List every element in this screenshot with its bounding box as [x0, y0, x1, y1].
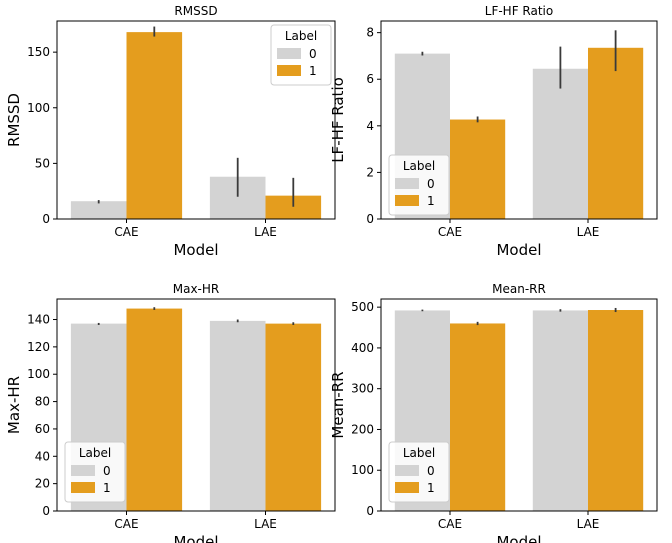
y-tick-label: 100 [27, 367, 50, 381]
y-tick-label: 150 [27, 45, 50, 59]
legend-entry-label-0: 0 [427, 464, 435, 478]
axes-frame [380, 298, 658, 512]
y-tick-label: 40 [35, 449, 50, 463]
y-tick-label: 20 [35, 477, 50, 491]
y-tick-label: 60 [35, 422, 50, 436]
legend-swatch-label-1 [395, 482, 419, 493]
y-tick-label: 8 [366, 26, 374, 40]
x-axis-label: Model [173, 241, 218, 259]
subplot-title: Max-HR [173, 282, 220, 296]
legend-entry-label-0: 0 [103, 464, 111, 478]
x-tick-label: CAE [114, 225, 138, 239]
subplot-3: 0 20 40 60 80 100 120 140 CAE LAE Max-HR Model Max-H… [5, 282, 336, 543]
subplot-title: LF-HF Ratio [485, 4, 553, 18]
legend-entry-label-1: 1 [103, 481, 111, 495]
legend: Label 0 1 [388, 154, 450, 216]
bar-lae-label-0 [209, 320, 266, 511]
legend-entry-label-1: 1 [427, 481, 435, 495]
legend-entry-label-1: 1 [427, 194, 435, 208]
legend: Label 0 1 [64, 441, 126, 503]
legend-swatch-label-1 [277, 65, 301, 76]
bar-cae-label-1 [126, 308, 183, 511]
y-tick-label: 140 [27, 313, 50, 327]
legend-title: Label [403, 159, 435, 173]
x-tick-label: CAE [438, 517, 462, 531]
y-tick-label: 4 [366, 119, 374, 133]
legend-swatch-label-0 [71, 465, 95, 476]
legend-entry-label-0: 0 [309, 47, 317, 61]
legend-entry-label-1: 1 [309, 64, 317, 78]
y-tick-label: 300 [351, 382, 374, 396]
legend-swatch-label-0 [395, 178, 419, 189]
bar-cae-label-1 [126, 32, 183, 219]
subplot-title: RMSSD [174, 4, 217, 18]
legend-title: Label [403, 446, 435, 460]
legend-title: Label [285, 29, 317, 43]
x-tick-label: LAE [254, 225, 277, 239]
bar-lae-label-1 [588, 47, 644, 219]
y-tick-label: 500 [351, 300, 374, 314]
bar-cae-label-1 [450, 323, 506, 511]
legend-title: Label [79, 446, 111, 460]
legend-swatch-label-0 [277, 48, 301, 59]
y-tick-label: 6 [366, 72, 374, 86]
legend: Label 0 1 [388, 441, 450, 503]
x-axis-label: Model [173, 533, 218, 543]
y-tick-label: 0 [42, 504, 50, 518]
subplot-1: 0 50 100 150 CAE LAE RMSSD Model RMSSD Label 0 1 [5, 4, 336, 259]
bar-cae-label-1 [450, 119, 506, 219]
legend-swatch-label-1 [395, 195, 419, 206]
subplot-4: 0 100 200 300 400 500 CAE LAE Mean-RR Model Mean-R… [329, 282, 658, 543]
legend-swatch-label-0 [395, 465, 419, 476]
bar-lae-label-0 [532, 68, 588, 220]
y-axis-label: LF-HF Ratio [329, 77, 347, 163]
x-tick-label: LAE [577, 517, 600, 531]
y-axis-label: Max-HR [5, 376, 23, 434]
legend: Label 0 1 [270, 24, 332, 86]
x-tick-label: LAE [577, 225, 600, 239]
y-tick-label: 0 [366, 504, 374, 518]
axes-frame [380, 20, 658, 220]
y-tick-label: 0 [42, 212, 50, 226]
y-tick-label: 0 [366, 212, 374, 226]
subplot-title: Mean-RR [492, 282, 546, 296]
y-tick-label: 100 [27, 101, 50, 115]
bar-lae-label-1 [265, 323, 322, 511]
axes-frame [56, 298, 336, 512]
bar-lae-label-1 [588, 310, 644, 511]
x-axis-label: Model [496, 241, 541, 259]
legend-entry-label-0: 0 [427, 177, 435, 191]
subplot-2: 0 2 4 6 8 CAE LAE LF-HF Ratio Model LF-HF Ratio La… [329, 4, 658, 259]
y-tick-label: 400 [351, 341, 374, 355]
bar-cae-label-0 [70, 201, 127, 219]
y-tick-label: 100 [351, 463, 374, 477]
y-tick-label: 2 [366, 165, 374, 179]
y-tick-label: 200 [351, 422, 374, 436]
y-tick-label: 80 [35, 395, 50, 409]
y-axis-label: Mean-RR [329, 371, 347, 438]
y-tick-label: 50 [35, 156, 50, 170]
x-tick-label: CAE [438, 225, 462, 239]
bar-lae-label-1 [265, 195, 322, 219]
y-axis-label: RMSSD [5, 93, 23, 147]
x-axis-label: Model [496, 533, 541, 543]
legend-swatch-label-1 [71, 482, 95, 493]
x-tick-label: CAE [114, 517, 138, 531]
bar-lae-label-0 [532, 310, 588, 511]
axes-frame [56, 20, 336, 220]
x-tick-label: LAE [254, 517, 277, 531]
y-tick-label: 120 [27, 340, 50, 354]
